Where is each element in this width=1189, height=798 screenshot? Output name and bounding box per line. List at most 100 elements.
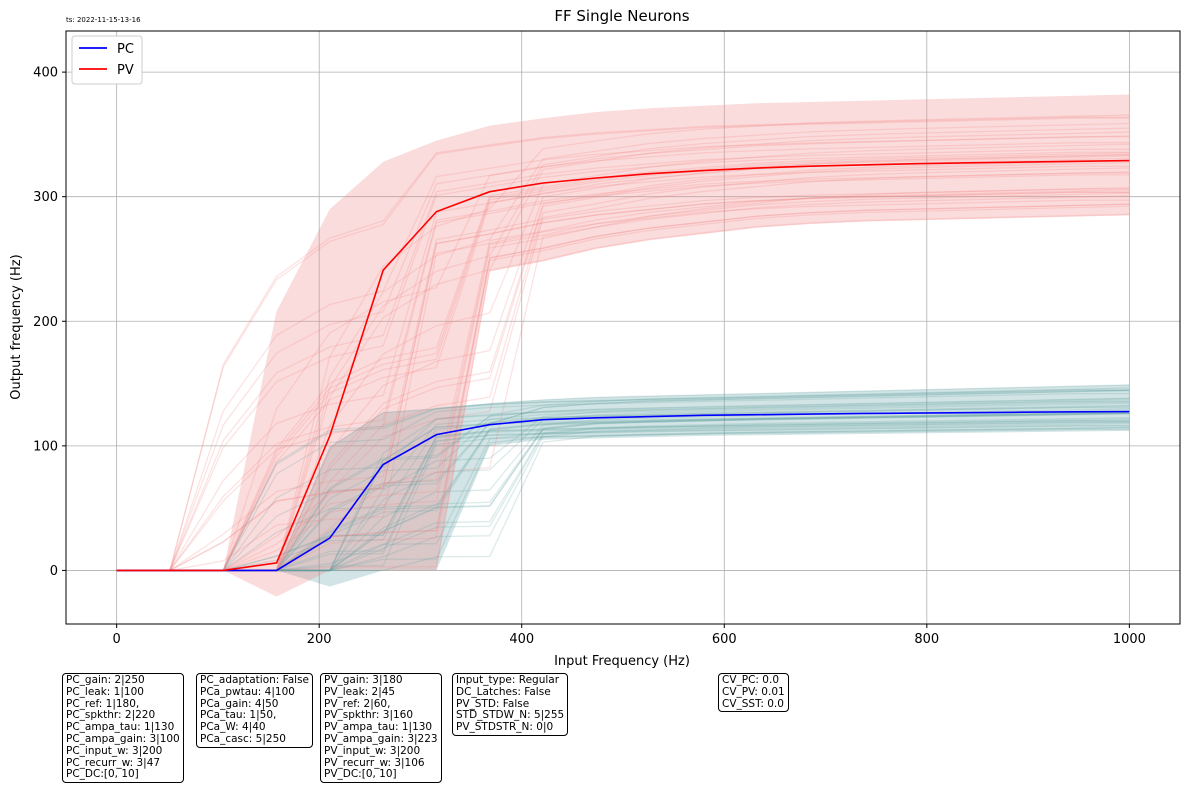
trace-pv [116, 188, 1130, 572]
pc-params-box: PC_gain: 2|250 PC_leak: 1|100 PC_ref: 1|… [62, 673, 184, 784]
param-line: PC_ampa_tau: 1|130 [66, 721, 175, 734]
trace-pv [116, 172, 1130, 572]
trace-pc [116, 421, 1130, 572]
param-line: CV_PV: 0.01 [722, 685, 785, 698]
trace-pv [116, 161, 1130, 572]
series-layer [116, 159, 1130, 572]
param-line: PCa_tau: 1|50, [200, 709, 277, 722]
param-line: PCa_pwtau: 4|100 [200, 685, 295, 698]
trace-pv [116, 195, 1130, 572]
trace-pv [116, 192, 1130, 572]
trace-pc [116, 387, 1130, 572]
trace-pc [116, 389, 1130, 572]
trace-pv [116, 151, 1130, 572]
trace-pc [116, 412, 1130, 572]
param-line: PV_input_w: 3|200 [324, 744, 421, 757]
param-line: Input_type: Regular [456, 674, 560, 686]
trace-pv [116, 187, 1130, 572]
param-line: CV_PC: 0.0 [722, 674, 780, 686]
trace-pv [116, 122, 1130, 572]
trace-pv [116, 148, 1130, 572]
trace-pc [116, 399, 1130, 572]
trace-pc [116, 384, 1130, 572]
param-line: PCa_casc: 5|250 [200, 732, 286, 745]
band-pv [116, 94, 1130, 597]
trace-pc [116, 404, 1130, 572]
y-tick-label: 300 [33, 190, 58, 205]
cv-params-box: CV_PC: 0.0 CV_PV: 0.01 CV_SST: 0.0 [718, 673, 789, 713]
trace-pc [116, 406, 1130, 572]
trace-pc [116, 424, 1130, 572]
param-line: PC_leak: 1|100 [66, 685, 144, 698]
band-layer [116, 94, 1130, 597]
y-tick-label: 100 [33, 439, 58, 454]
pv-params-box: PV_gain: 3|180 PV_leak: 2|45 PV_ref: 2|6… [320, 673, 442, 784]
trace-pv [116, 189, 1130, 572]
trace-pc [116, 412, 1130, 572]
trace-pc [116, 420, 1130, 572]
trace-pc [116, 426, 1130, 572]
trace-pc [116, 408, 1130, 572]
param-line: PC_ampa_gain: 3|100 [66, 732, 180, 745]
trace-pc [116, 389, 1130, 572]
param-line: PC_adaptation: False [200, 674, 310, 686]
x-axis-title: Input Frequency (Hz) [554, 654, 690, 669]
trace-pv [116, 136, 1130, 572]
param-line: PC_gain: 2|250 [66, 674, 145, 686]
param-line: PV_ampa_tau: 1|130 [324, 721, 433, 734]
trace-pc [116, 411, 1130, 572]
param-line: DC_Latches: False [456, 685, 551, 698]
x-tick-label: 200 [307, 632, 332, 647]
x-tick-label: 1000 [1113, 632, 1146, 647]
legend-label-pc: PC [117, 42, 134, 57]
param-line: PV_STD: False [456, 697, 530, 710]
y-tick-label: 400 [33, 66, 58, 81]
tick-layer: 0 200 400 600 800 1000 0 100 200 300 400 [33, 66, 1146, 647]
param-line: PV_ampa_gain: 3|223 [324, 732, 438, 745]
trace-pc [116, 421, 1130, 572]
trace-pv [116, 213, 1130, 572]
legend-label-pv: PV [117, 63, 134, 78]
param-line: PC_recurr_w: 3|47 [66, 756, 161, 769]
x-tick-label: 600 [712, 632, 737, 647]
param-line: PC_spkthr: 2|220 [66, 709, 156, 722]
grid-lines [66, 31, 1180, 624]
input-params-box: Input_type: Regular DC_Latches: False PV… [452, 673, 569, 736]
trace-pc [116, 389, 1130, 572]
trace-pv [116, 174, 1130, 572]
trace-pv [116, 153, 1130, 572]
trace-pc [116, 411, 1130, 572]
trace-pc [116, 418, 1130, 572]
param-line: PV_recurr_w: 3|106 [324, 756, 425, 769]
trace-pv [116, 142, 1130, 572]
param-line: PC_ref: 1|180, [66, 697, 140, 710]
param-line: CV_SST: 0.0 [722, 697, 784, 710]
trace-pv [116, 191, 1130, 572]
trace-pv [116, 152, 1130, 572]
x-tick-label: 0 [112, 632, 120, 647]
y-axis-title: Output frequency (Hz) [9, 254, 24, 399]
trace-pv [116, 171, 1130, 572]
param-line: PCa_W: 4|40 [200, 721, 266, 734]
timestamp-label: ts: 2022-11-15-13-16 [66, 16, 141, 24]
trace-pc [116, 401, 1130, 572]
trace-pv [116, 191, 1130, 572]
x-tick-label: 400 [509, 632, 534, 647]
series-line-pc [116, 410, 1130, 572]
trace-pv [116, 155, 1130, 572]
param-line: PV_DC:[0, 10] [324, 768, 397, 781]
param-line: PC_input_w: 3|200 [66, 744, 163, 757]
trace-pv [116, 165, 1130, 572]
y-tick-label: 200 [33, 315, 58, 330]
legend: PC PV [71, 35, 143, 85]
trace-pc [116, 405, 1130, 572]
trace-pc [116, 412, 1130, 572]
trace-pc [116, 389, 1130, 572]
param-line: PC_DC:[0, 10] [66, 768, 139, 781]
x-tick-label: 800 [914, 632, 939, 647]
param-line: PCa_gain: 4|50 [200, 697, 279, 710]
param-line: PV_ref: 2|60, [324, 697, 391, 710]
trace-pv [116, 116, 1130, 572]
trace-pc [116, 398, 1130, 572]
